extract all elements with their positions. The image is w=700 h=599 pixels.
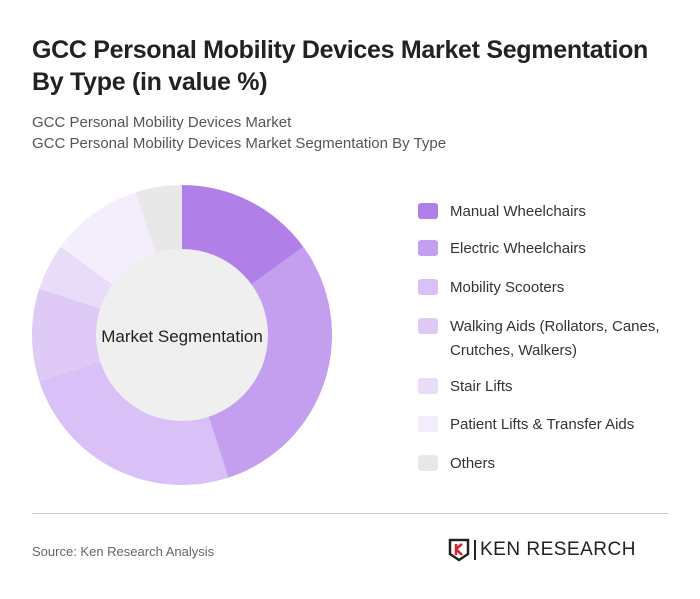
legend-item: Patient Lifts & Transfer Aids	[418, 413, 634, 437]
legend-label: Walking Aids (Rollators, Canes, Crutches…	[450, 318, 660, 359]
legend-label: Patient Lifts & Transfer Aids	[450, 416, 635, 433]
divider	[32, 513, 668, 514]
legend-item: Others	[418, 452, 495, 476]
ken-logo-icon	[448, 538, 470, 562]
legend-swatch	[418, 279, 438, 295]
legend-swatch	[418, 203, 438, 219]
logo-text: KEN RESEARCH	[480, 539, 636, 560]
legend-swatch	[418, 318, 438, 334]
legend-swatch	[418, 378, 438, 394]
chart-title: GCC Personal Mobility Devices Market Seg…	[32, 36, 649, 96]
donut-chart: Market Segmentation	[32, 185, 332, 485]
legend-label: Stair Lifts	[450, 378, 513, 395]
subtitle-segmentation: GCC Personal Mobility Devices Market Seg…	[32, 135, 447, 152]
legend-swatch	[418, 455, 438, 471]
legend-label: Mobility Scooters	[450, 279, 565, 296]
legend-label: Electric Wheelchairs	[450, 240, 586, 257]
legend-label: Manual Wheelchairs	[450, 203, 586, 220]
logo-separator	[474, 540, 476, 560]
legend-label: Others	[450, 455, 496, 472]
legend-swatch	[418, 240, 438, 256]
donut-hole	[96, 249, 268, 421]
legend-item: Manual Wheelchairs	[418, 200, 586, 224]
legend-swatch	[418, 416, 438, 432]
center-label: Market Segmentation	[101, 327, 263, 346]
ken-research-logo: KEN RESEARCH	[448, 538, 636, 562]
legend-item: Mobility Scooters	[418, 276, 564, 300]
legend-item: Walking Aids (Rollators, Canes, Crutches…	[418, 315, 680, 363]
legend-item: Electric Wheelchairs	[418, 237, 586, 261]
legend-item: Stair Lifts	[418, 375, 513, 399]
source-note: Source: Ken Research Analysis	[32, 544, 215, 559]
subtitle-market: GCC Personal Mobility Devices Market	[32, 114, 292, 131]
